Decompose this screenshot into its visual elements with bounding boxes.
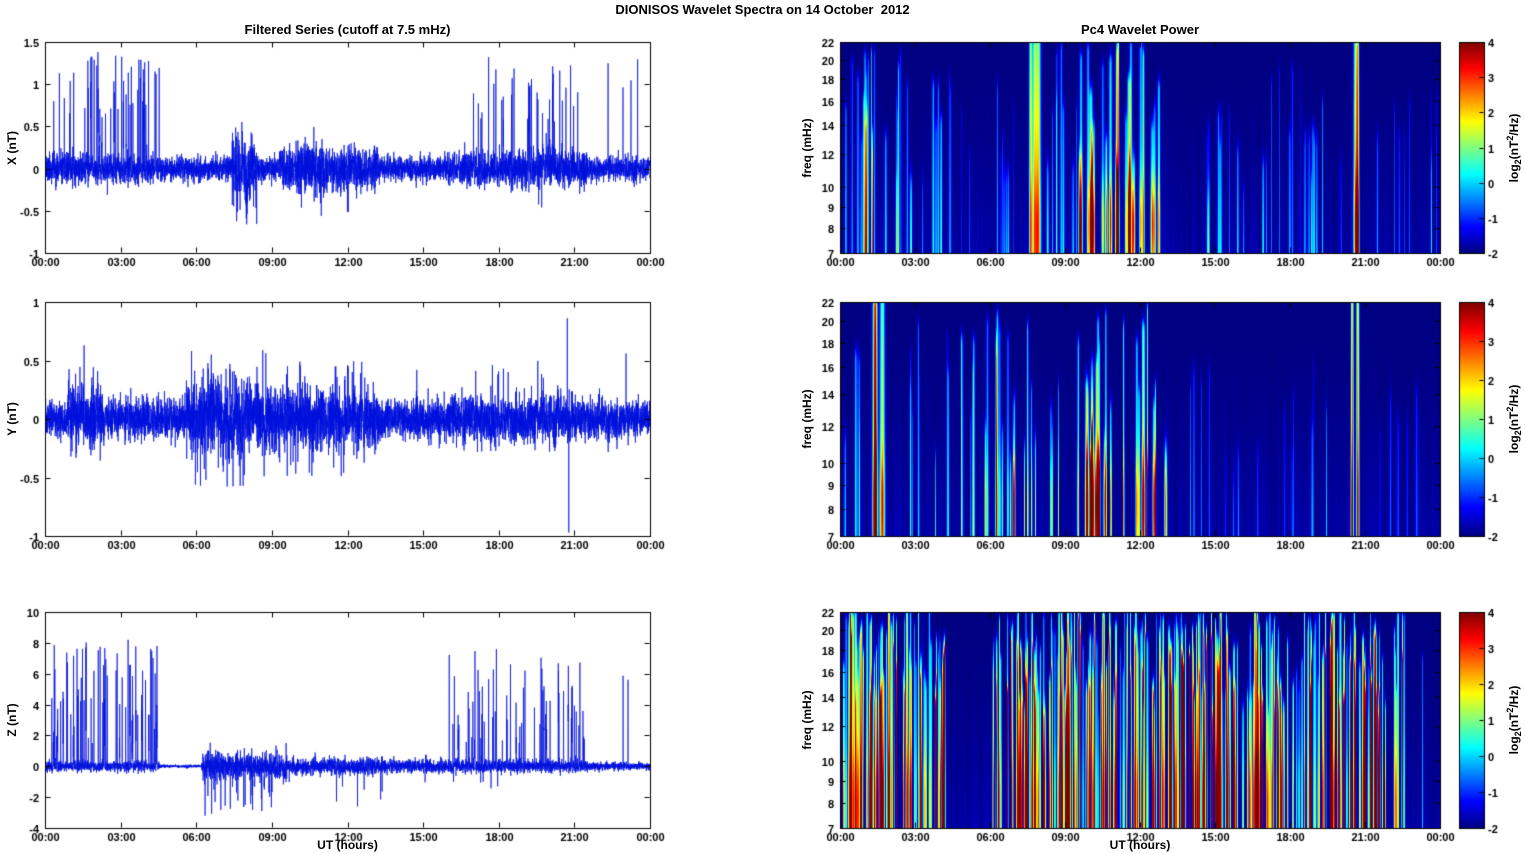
x-series-ylabel: X (nT) bbox=[5, 131, 19, 165]
colorbar-label-part: log bbox=[1506, 736, 1521, 755]
left-column-title: Filtered Series (cutoff at 7.5 mHz) bbox=[244, 22, 451, 37]
colorbar-label-part: log bbox=[1506, 435, 1521, 454]
colorbar-label-middle: log2(nT2/Hz) bbox=[1505, 385, 1523, 454]
colorbar-label-part: (nT bbox=[1506, 140, 1521, 160]
freq-ylabel-middle: freq (mHz) bbox=[800, 389, 814, 449]
colorbar-label-part: /Hz) bbox=[1506, 685, 1521, 708]
colorbar-label-bottom: log2(nT2/Hz) bbox=[1505, 686, 1523, 755]
freq-ylabel-top: freq (mHz) bbox=[800, 118, 814, 178]
colorbar-label-part: 2 bbox=[1504, 707, 1515, 713]
colorbar-label-part: log bbox=[1506, 164, 1521, 183]
left-xlabel: UT (hours) bbox=[317, 838, 378, 852]
colorbar-label-part: 2 bbox=[1513, 731, 1524, 737]
figure-suptitle: DIONISOS Wavelet Spectra on 14 October 2… bbox=[615, 2, 910, 17]
colorbar-label-part: 2 bbox=[1504, 406, 1515, 412]
y-series-ylabel: Y (nT) bbox=[5, 402, 19, 436]
freq-ylabel-bottom: freq (mHz) bbox=[800, 690, 814, 750]
right-column-title: Pc4 Wavelet Power bbox=[1080, 22, 1199, 37]
colorbar-label-part: 2 bbox=[1513, 430, 1524, 436]
colorbar-label-part: (nT bbox=[1506, 712, 1521, 732]
colorbar-label-part: 2 bbox=[1504, 135, 1515, 141]
colorbar-label-part: /Hz) bbox=[1506, 113, 1521, 136]
colorbar-label-part: /Hz) bbox=[1506, 384, 1521, 407]
right-xlabel: UT (hours) bbox=[1109, 838, 1171, 852]
colorbar-label-top: log2(nT2/Hz) bbox=[1505, 114, 1523, 183]
colorbar-label-part: (nT bbox=[1506, 411, 1521, 431]
z-series-ylabel: Z (nT) bbox=[5, 703, 19, 737]
colorbar-label-part: 2 bbox=[1513, 159, 1524, 165]
